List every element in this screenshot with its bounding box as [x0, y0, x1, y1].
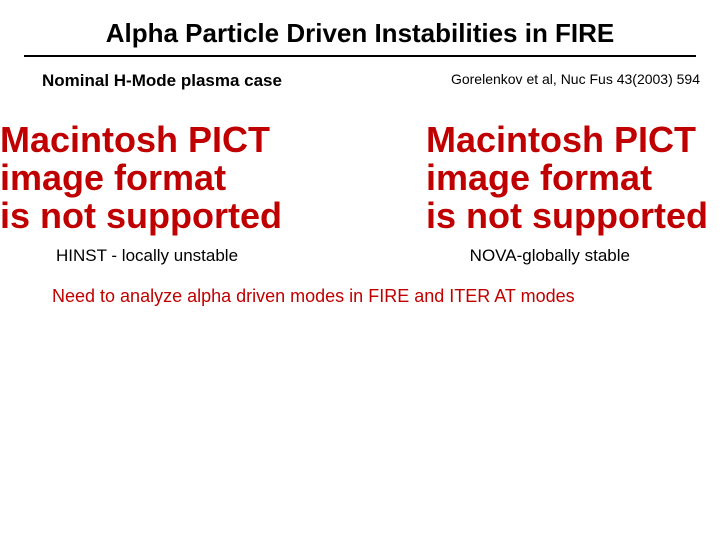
pict-right-line1: Macintosh PICT: [426, 121, 708, 159]
caption-left: HINST - locally unstable: [56, 246, 238, 266]
subheading: Nominal H-Mode plasma case: [42, 71, 282, 91]
title-underline: [24, 55, 696, 57]
pict-left-line2: image format: [0, 159, 282, 197]
pict-left-line3: is not supported: [0, 197, 282, 235]
citation: Gorelenkov et al, Nuc Fus 43(2003) 594: [451, 71, 700, 91]
subhead-row: Nominal H-Mode plasma case Gorelenkov et…: [0, 71, 720, 91]
slide-title: Alpha Particle Driven Instabilities in F…: [0, 18, 720, 49]
pict-right-line3: is not supported: [426, 197, 708, 235]
slide-container: Alpha Particle Driven Instabilities in F…: [0, 0, 720, 540]
image-placeholder-row: Macintosh PICT image format is not suppo…: [0, 91, 720, 234]
pict-left-line1: Macintosh PICT: [0, 121, 282, 159]
pict-placeholder-right: Macintosh PICT image format is not suppo…: [426, 121, 708, 234]
pict-placeholder-left: Macintosh PICT image format is not suppo…: [0, 121, 282, 234]
conclusion-text: Need to analyze alpha driven modes in FI…: [0, 266, 720, 307]
caption-right: NOVA-globally stable: [470, 246, 630, 266]
pict-right-line2: image format: [426, 159, 708, 197]
caption-row: HINST - locally unstable NOVA-globally s…: [0, 234, 720, 266]
